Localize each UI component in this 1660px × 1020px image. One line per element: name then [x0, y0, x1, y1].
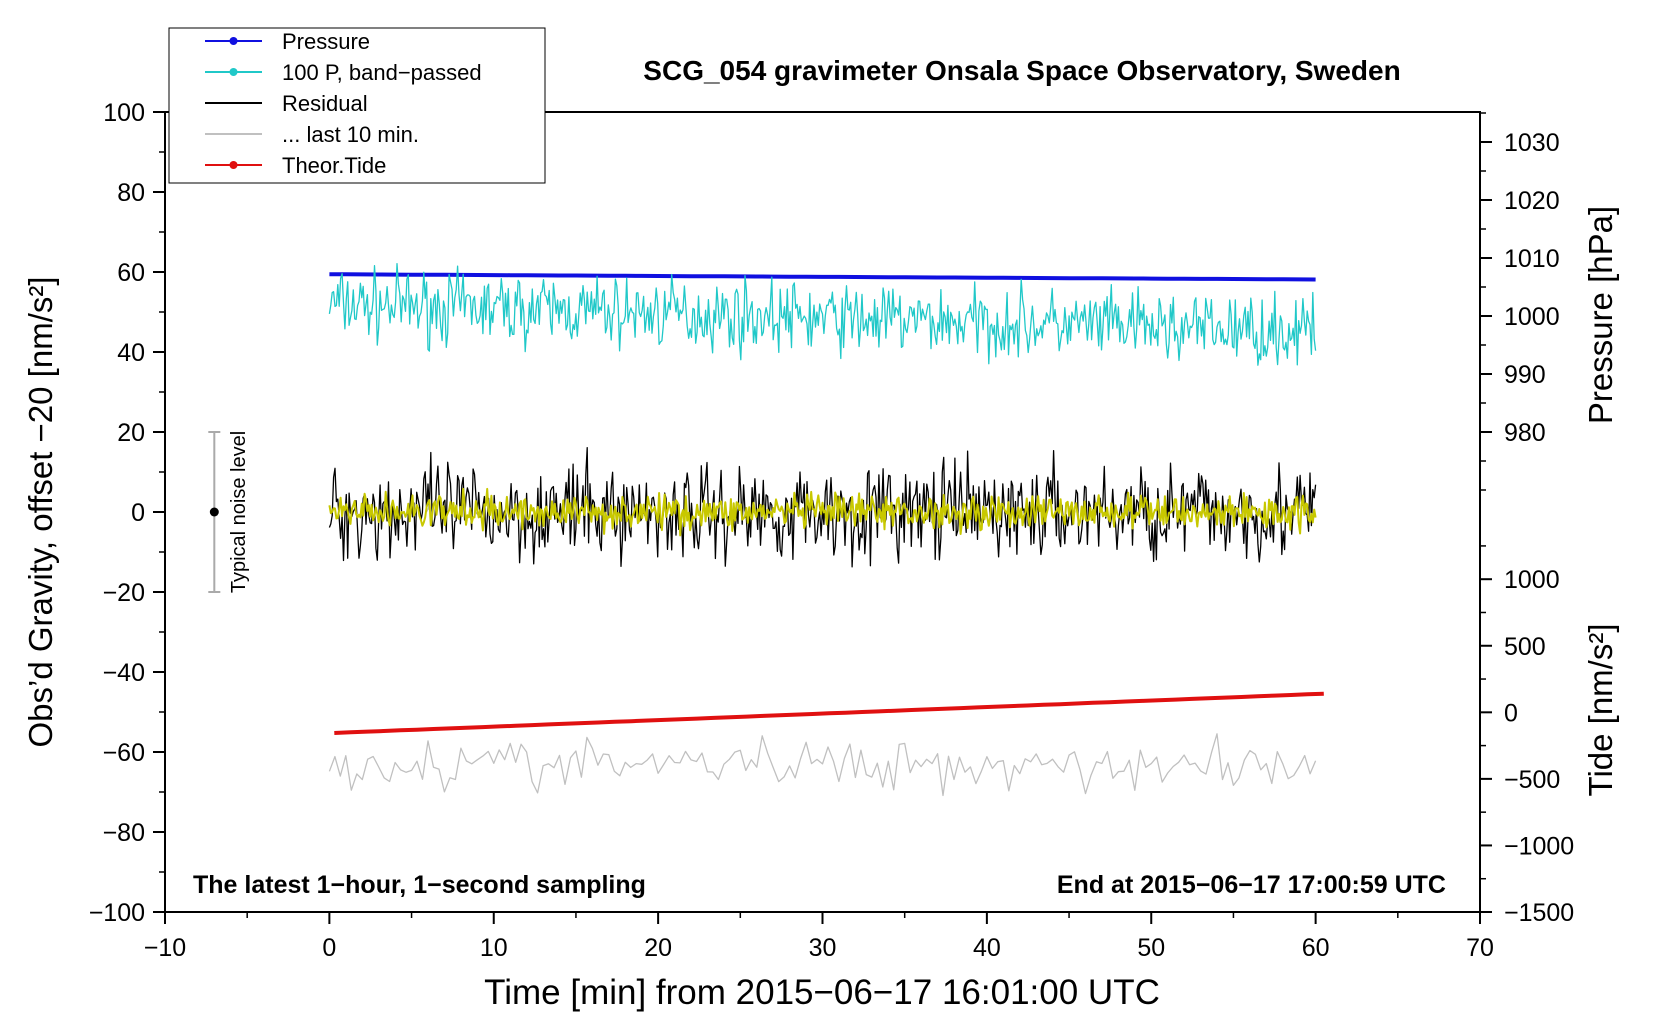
- legend-label: 100 P, band−passed: [282, 60, 482, 85]
- y-tick-label: 20: [117, 419, 145, 447]
- y-tick-label: 0: [131, 499, 145, 527]
- series-100-p-band-passed: [328, 263, 1317, 366]
- x-tick-label: 60: [1302, 934, 1330, 962]
- y-axis-label-tide: Tide [nm/s²]: [1582, 624, 1619, 797]
- right-tick-label: 1000: [1504, 566, 1560, 594]
- right-tick-label: −1500: [1504, 899, 1574, 927]
- legend-label: Pressure: [282, 29, 370, 54]
- annotation-end-time: End at 2015−06−17 17:00:59 UTC: [1057, 871, 1446, 899]
- tide-axis: −1500 −1000 −500 0 500 1000: [1480, 545, 1574, 927]
- series-last-10-min: [328, 733, 1317, 797]
- right-tick-label: 990: [1504, 361, 1546, 389]
- x-tick-label: 70: [1466, 934, 1494, 962]
- right-tick-label: −500: [1504, 766, 1560, 794]
- y-tick-label: 100: [103, 99, 145, 127]
- legend: Pressure 100 P, band−passed Residual ... la…: [168, 27, 546, 184]
- annotation-sampling: The latest 1−hour, 1−second sampling: [193, 871, 646, 899]
- legend-marker: [229, 37, 238, 45]
- x-tick-label: 30: [809, 934, 837, 962]
- series-pressure: [329, 272, 1316, 282]
- x-tick-label: 10: [480, 934, 508, 962]
- right-tick-label: 980: [1504, 419, 1546, 447]
- right-tick-label: 1010: [1504, 245, 1560, 273]
- series-theor-tide: [334, 691, 1324, 735]
- right-tick-label: 500: [1504, 633, 1546, 661]
- y-tick-label: −60: [103, 739, 145, 767]
- right-tick-label: 1020: [1504, 187, 1560, 215]
- right-tick-label: 1000: [1504, 303, 1560, 331]
- chart-title: SCG_054 gravimeter Onsala Space Observat…: [643, 55, 1400, 86]
- series-layer: [328, 263, 1324, 797]
- right-tick-label: 1030: [1504, 129, 1560, 157]
- right-tick-label: −1000: [1504, 832, 1574, 860]
- legend-label: Residual: [282, 91, 368, 116]
- y-tick-label: 40: [117, 339, 145, 367]
- y-tick-label: −20: [103, 579, 145, 607]
- x-tick-label: 0: [322, 934, 336, 962]
- noise-level-label: Typical noise level: [228, 431, 250, 593]
- legend-label: ... last 10 min.: [282, 122, 419, 147]
- x-tick-label: 50: [1137, 934, 1165, 962]
- x-tick-label: 40: [973, 934, 1001, 962]
- legend-marker: [229, 68, 238, 76]
- legend-label: Theor.Tide: [282, 153, 386, 178]
- x-tick-label: 20: [644, 934, 672, 962]
- y-tick-label: 80: [117, 179, 145, 207]
- y-axis-label-left: Obs’d Gravity, offset −20 [nm/s²]: [22, 276, 59, 747]
- noise-level-bar: [208, 431, 221, 593]
- y-axis-left: −100 −80 −60 −40 −20 0 20 40 60 80 100: [89, 99, 165, 927]
- right-tick-label: 0: [1504, 699, 1518, 727]
- y-tick-label: −100: [89, 899, 145, 927]
- series-residual-smoothed: [328, 487, 1317, 537]
- y-tick-label: 60: [117, 259, 145, 287]
- noise-bar-center: [209, 507, 219, 517]
- pressure-axis: 980 990 1000 1010 1020 1030: [1480, 112, 1560, 491]
- x-axis-label: Time [min] from 2015−06−17 16:01:00 UTC: [484, 973, 1160, 1012]
- y-tick-label: −80: [103, 819, 145, 847]
- legend-marker: [229, 161, 238, 169]
- y-axis-label-pressure: Pressure [hPa]: [1582, 206, 1619, 424]
- y-tick-label: −40: [103, 659, 145, 687]
- x-axis: −10 0 10 20 30 40 50 60 70: [144, 912, 1494, 962]
- legend-box: [168, 27, 546, 184]
- x-tick-label: −10: [144, 934, 186, 962]
